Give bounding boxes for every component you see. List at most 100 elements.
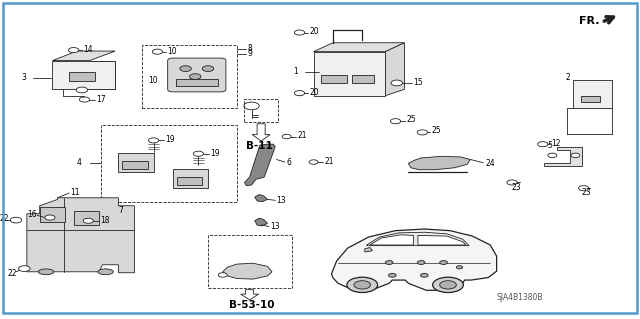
Circle shape <box>440 281 456 289</box>
Text: B-53-10: B-53-10 <box>229 300 275 310</box>
Bar <box>118 153 154 172</box>
Text: 2: 2 <box>566 73 570 82</box>
Text: 19: 19 <box>210 149 220 158</box>
Circle shape <box>138 154 148 160</box>
Polygon shape <box>365 248 372 252</box>
Circle shape <box>507 180 517 185</box>
Circle shape <box>385 261 393 264</box>
Polygon shape <box>418 235 466 245</box>
Polygon shape <box>367 232 469 246</box>
Circle shape <box>202 66 214 71</box>
Text: 22: 22 <box>0 214 10 223</box>
Text: 12: 12 <box>552 139 561 148</box>
Circle shape <box>420 273 428 277</box>
Text: 13: 13 <box>276 196 286 205</box>
Bar <box>40 207 65 222</box>
Circle shape <box>76 87 88 93</box>
Circle shape <box>417 130 428 135</box>
Text: 18: 18 <box>100 216 110 225</box>
Polygon shape <box>27 198 134 273</box>
Polygon shape <box>385 43 404 96</box>
Text: 25: 25 <box>431 126 441 135</box>
Text: 16: 16 <box>27 210 36 219</box>
Circle shape <box>571 153 580 158</box>
Text: 20: 20 <box>310 88 319 97</box>
Bar <box>244 99 278 122</box>
Circle shape <box>309 160 318 164</box>
Text: 1: 1 <box>293 67 298 76</box>
Circle shape <box>294 30 305 35</box>
Circle shape <box>579 186 589 191</box>
Circle shape <box>218 273 227 277</box>
Text: 11: 11 <box>70 189 80 197</box>
Bar <box>69 72 95 81</box>
Text: 21: 21 <box>324 157 334 166</box>
Bar <box>173 169 208 188</box>
Text: 3: 3 <box>22 73 27 82</box>
Text: 13: 13 <box>270 222 280 231</box>
Circle shape <box>538 142 548 147</box>
Text: 24: 24 <box>485 159 495 168</box>
Polygon shape <box>90 61 115 89</box>
Circle shape <box>440 261 447 264</box>
Circle shape <box>152 49 163 54</box>
Circle shape <box>354 281 371 289</box>
Circle shape <box>456 266 463 269</box>
Circle shape <box>548 153 557 158</box>
Polygon shape <box>52 51 115 61</box>
Circle shape <box>10 217 22 223</box>
Bar <box>581 96 600 102</box>
Text: 20: 20 <box>310 27 319 36</box>
Circle shape <box>125 154 135 160</box>
Text: 23: 23 <box>581 189 591 197</box>
Polygon shape <box>255 218 268 226</box>
Text: 14: 14 <box>83 45 93 54</box>
Text: 22: 22 <box>8 269 17 278</box>
Text: 21: 21 <box>298 131 307 140</box>
Text: 15: 15 <box>413 78 423 87</box>
Bar <box>74 211 99 225</box>
Circle shape <box>179 170 189 175</box>
Polygon shape <box>223 263 272 279</box>
Text: 17: 17 <box>96 95 106 104</box>
Polygon shape <box>408 156 470 170</box>
Bar <box>177 177 202 185</box>
Circle shape <box>417 261 425 264</box>
Circle shape <box>148 138 159 143</box>
Bar <box>208 235 292 288</box>
Text: 23: 23 <box>512 183 522 192</box>
Bar <box>176 79 218 86</box>
Polygon shape <box>314 43 404 52</box>
Circle shape <box>433 277 463 293</box>
Text: SJA4B1380B: SJA4B1380B <box>497 293 543 302</box>
Polygon shape <box>244 144 275 186</box>
Text: 6: 6 <box>286 158 291 167</box>
Text: 19: 19 <box>165 135 175 144</box>
Circle shape <box>189 74 201 79</box>
Circle shape <box>68 48 79 53</box>
Polygon shape <box>255 195 268 202</box>
Polygon shape <box>332 229 497 290</box>
Circle shape <box>294 91 305 96</box>
FancyArrow shape <box>241 290 259 300</box>
Text: 10: 10 <box>148 76 158 85</box>
FancyBboxPatch shape <box>168 58 226 92</box>
Bar <box>52 61 115 89</box>
Circle shape <box>19 266 30 271</box>
Text: 9: 9 <box>248 49 253 58</box>
Bar <box>321 75 347 83</box>
Bar <box>122 161 148 169</box>
Bar <box>101 125 237 202</box>
Polygon shape <box>370 235 413 245</box>
Circle shape <box>193 151 204 156</box>
Circle shape <box>347 277 378 293</box>
Text: 10: 10 <box>168 47 177 56</box>
Circle shape <box>83 218 93 223</box>
Ellipse shape <box>98 269 113 275</box>
Text: FR.: FR. <box>579 16 600 26</box>
Bar <box>573 80 612 108</box>
FancyArrow shape <box>252 124 270 141</box>
Text: 8: 8 <box>248 44 252 53</box>
Circle shape <box>388 273 396 277</box>
Text: 4: 4 <box>77 158 82 167</box>
